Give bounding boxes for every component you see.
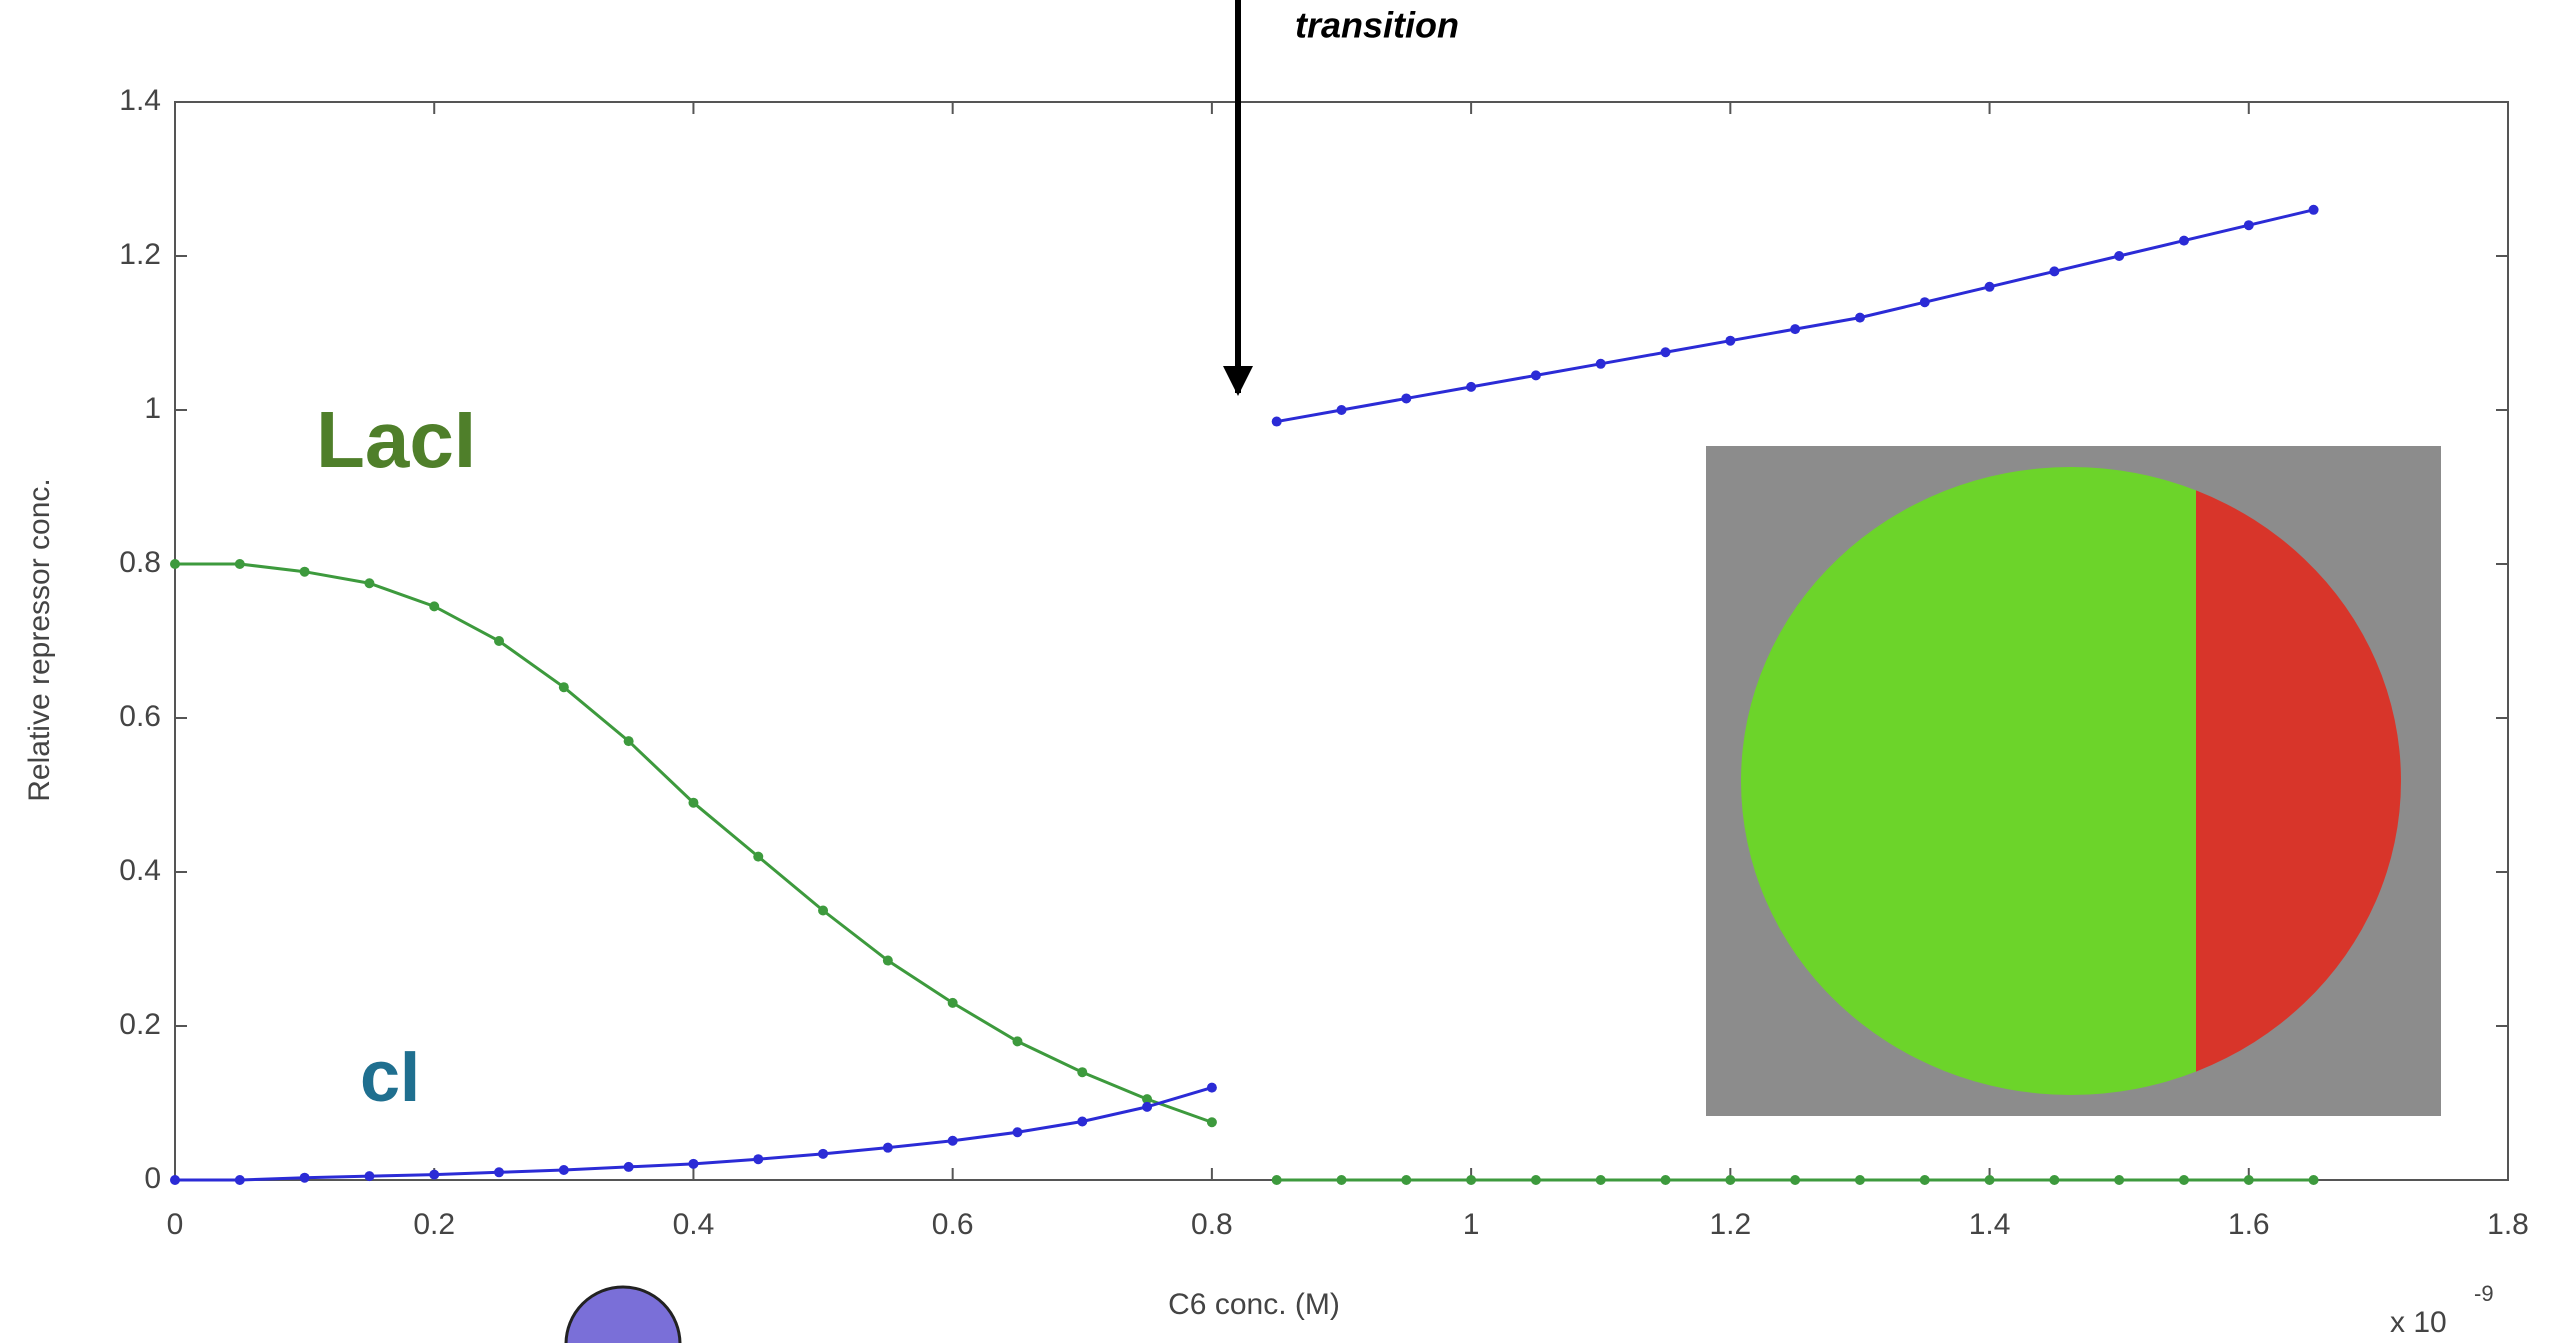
series-point: [882, 1142, 893, 1153]
series-point: [1725, 335, 1736, 346]
x-multiplier: x 10: [2390, 1306, 2447, 1339]
series-point: [688, 797, 699, 808]
series-point: [1984, 281, 1995, 292]
decor-circle: [564, 1285, 682, 1343]
y-tick-label: 1.2: [119, 238, 161, 271]
y-tick-label: 1: [144, 392, 161, 425]
ci-label: cI: [360, 1037, 420, 1117]
series-point: [558, 682, 569, 693]
series-point: [2243, 220, 2254, 231]
series-point: [1790, 1175, 1801, 1185]
series-point: [753, 851, 764, 862]
x-tick-label: 0.2: [413, 1208, 455, 1241]
y-axis-label: Relative repressor conc.: [23, 478, 56, 801]
x-tick-label: 0.8: [1191, 1208, 1233, 1241]
series-point: [429, 1169, 440, 1180]
series-point: [364, 578, 375, 589]
series-point: [1854, 312, 1865, 323]
x-tick-label: 1: [1463, 1208, 1480, 1241]
series-point: [1466, 381, 1477, 392]
series-point: [882, 955, 893, 966]
series-point: [234, 559, 245, 569]
series-point: [1660, 1175, 1671, 1185]
series-point: [1271, 1175, 1282, 1185]
series-point: [299, 1172, 310, 1183]
series-point: [494, 636, 505, 646]
series-point: [947, 997, 958, 1008]
series-point: [2049, 266, 2060, 277]
x-axis-label: C6 conc. (M): [1168, 1288, 1340, 1321]
series-point: [170, 559, 180, 569]
series-point: [2243, 1175, 2254, 1185]
transition-label: transition: [1295, 5, 1459, 46]
series-point: [1466, 1175, 1477, 1185]
laci-label: LacI: [316, 395, 476, 484]
series-point: [364, 1171, 375, 1182]
series-point: [623, 1161, 634, 1172]
x-tick-label: 1.6: [2228, 1208, 2270, 1241]
series-point: [1142, 1094, 1153, 1105]
series-point: [429, 601, 440, 612]
series-point: [1401, 393, 1412, 404]
series-point: [2178, 1175, 2189, 1185]
y-tick-label: 0.2: [119, 1008, 161, 1041]
series-point: [1919, 297, 1930, 308]
series-point: [1854, 1175, 1865, 1185]
x-tick-label: 0.4: [673, 1208, 715, 1241]
series-point: [1725, 1175, 1736, 1185]
series-point: [688, 1158, 699, 1169]
series-point: [1984, 1175, 1995, 1185]
series-point: [2308, 204, 2319, 215]
x-tick-label: 0: [167, 1208, 184, 1241]
series-point: [2049, 1175, 2060, 1185]
y-tick-label: 0.4: [119, 854, 161, 887]
series-point: [1595, 1175, 1606, 1185]
series-point: [170, 1175, 180, 1185]
series-point: [1530, 370, 1541, 381]
series-point: [947, 1135, 958, 1146]
x-tick-label: 1.2: [1709, 1208, 1751, 1241]
series-point: [1336, 1175, 1347, 1185]
y-tick-label: 0.6: [119, 700, 161, 733]
series-point: [1077, 1116, 1088, 1127]
series-point: [299, 566, 310, 577]
series-point: [1077, 1067, 1088, 1078]
series-point: [818, 905, 829, 916]
series-point: [1790, 324, 1801, 335]
series-point: [2308, 1175, 2319, 1185]
series-point: [494, 1167, 505, 1178]
series-point: [753, 1154, 764, 1165]
y-tick-label: 0: [144, 1162, 161, 1195]
x-tick-label: 0.6: [932, 1208, 974, 1241]
series-point: [818, 1148, 829, 1159]
series-point: [1660, 347, 1671, 358]
series-point: [1206, 1117, 1217, 1128]
series-point: [558, 1164, 569, 1175]
series-point: [234, 1175, 245, 1185]
y-tick-label: 0.8: [119, 546, 161, 579]
series-point: [623, 736, 634, 747]
series-point: [1012, 1036, 1023, 1047]
series-point: [1336, 405, 1347, 415]
inset-image: [1706, 446, 2441, 1116]
series-point: [1271, 416, 1282, 427]
series-point: [1206, 1082, 1217, 1093]
x-tick-label: 1.8: [2487, 1208, 2529, 1241]
x-tick-label: 1.4: [1969, 1208, 2011, 1241]
series-point: [2178, 235, 2189, 246]
series-point: [2114, 1175, 2125, 1185]
series-point: [1012, 1127, 1023, 1138]
y-tick-label: 1.4: [119, 84, 161, 117]
series-point: [1595, 358, 1606, 369]
series-point: [1401, 1175, 1412, 1185]
series-point: [1530, 1175, 1541, 1185]
series-point: [1142, 1101, 1153, 1112]
x-exponent: -9: [2474, 1281, 2494, 1306]
series-point: [2114, 251, 2125, 261]
series-point: [1919, 1175, 1930, 1185]
